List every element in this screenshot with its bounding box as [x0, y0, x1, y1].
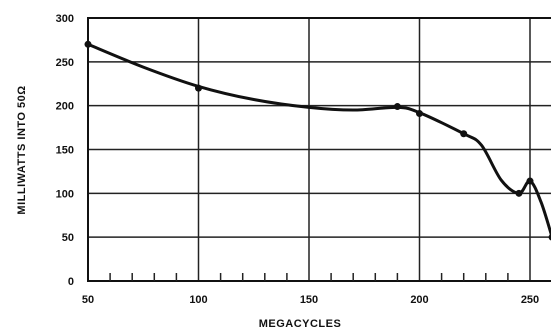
y-axis-title: MILLIWATTS INTO 50Ω: [16, 85, 28, 214]
data-point: [195, 84, 202, 92]
data-points: [84, 40, 551, 241]
x-tick-label-100: 100: [189, 294, 207, 306]
data-point: [416, 110, 423, 118]
y-tick-labels: 0 50 100 150 200 250 300: [56, 13, 74, 288]
x-axis-title: MEGACYCLES: [259, 318, 342, 330]
x-tick-label-200: 200: [410, 294, 428, 306]
y-tick-label-250: 250: [56, 57, 74, 69]
y-tick-label-200: 200: [56, 101, 74, 113]
x-tick-labels: 50 100 150 200 250: [82, 294, 539, 306]
data-point: [526, 177, 534, 185]
chart-grid: [88, 18, 551, 281]
y-tick-label-100: 100: [56, 188, 74, 200]
data-point: [515, 189, 523, 197]
data-point: [84, 40, 92, 48]
x-tick-label-150: 150: [300, 294, 318, 306]
y-tick-label-0: 0: [68, 276, 74, 288]
x-tick-label-250: 250: [521, 294, 539, 306]
x-tick-label-50: 50: [82, 294, 94, 306]
y-tick-label-300: 300: [56, 13, 74, 25]
plot-frame: [87, 17, 551, 282]
data-point: [548, 233, 551, 241]
y-tick-label-150: 150: [56, 145, 74, 157]
data-point: [460, 130, 468, 138]
data-curve: [86, 42, 551, 239]
y-tick-label-50: 50: [62, 232, 74, 244]
minor-ticks: [109, 273, 509, 281]
data-point: [393, 103, 401, 111]
